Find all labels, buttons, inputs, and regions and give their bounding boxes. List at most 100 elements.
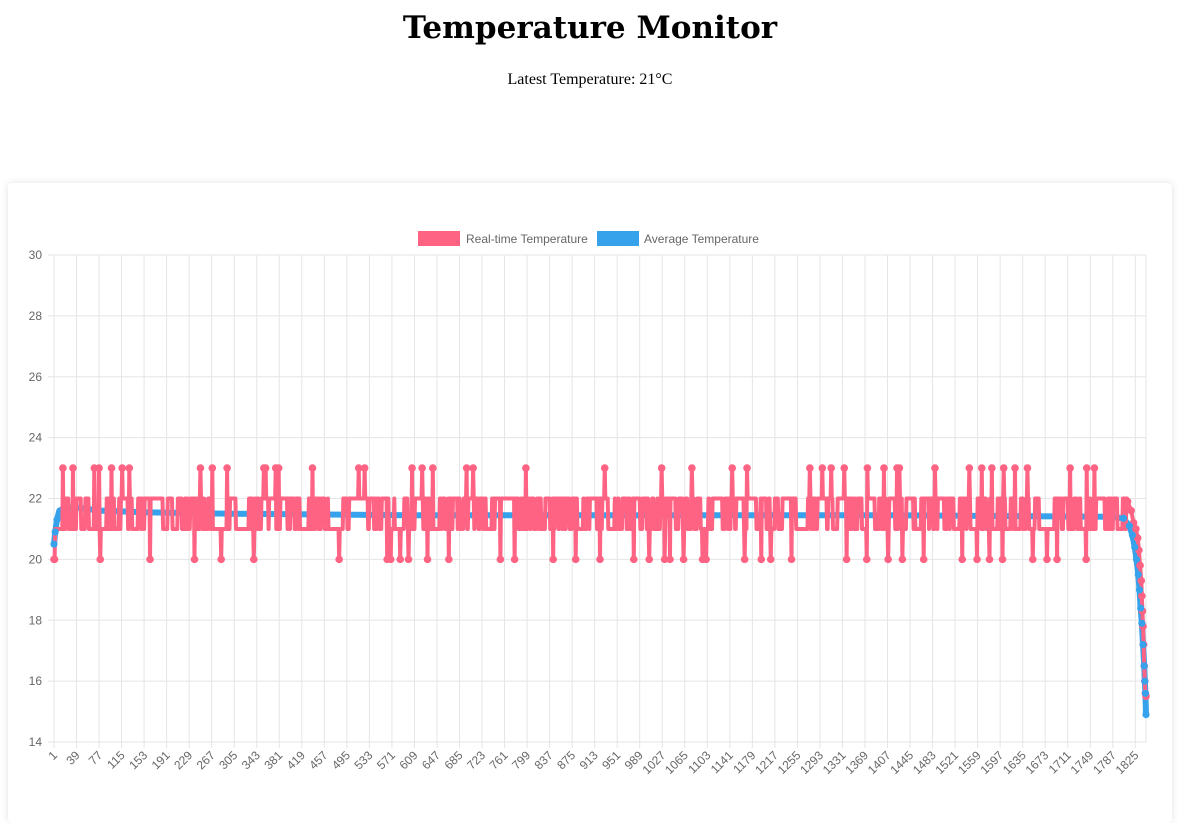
realtime-point (1132, 525, 1140, 533)
x-tick-label: 1635 (1000, 748, 1029, 777)
latest-temperature-value: 21°C (639, 71, 673, 88)
x-tick-label: 1179 (730, 748, 758, 776)
x-tick-label: 1103 (685, 748, 713, 776)
average-point (1138, 619, 1146, 627)
x-tick-label: 77 (86, 748, 106, 768)
average-point (1141, 677, 1149, 685)
realtime-point (880, 464, 888, 472)
realtime-point (657, 464, 666, 472)
realtime-point (898, 555, 907, 564)
x-tick-label: 1369 (842, 748, 871, 777)
x-tick-label: 267 (194, 748, 218, 772)
realtime-point (261, 464, 270, 472)
x-tick-label: 837 (532, 748, 556, 772)
realtime-point (208, 464, 217, 472)
legend-item-realtime[interactable]: Real-time Temperature (418, 231, 588, 246)
x-tick-label: 951 (599, 748, 623, 772)
y-tick-label: 30 (29, 248, 43, 262)
realtime-point (757, 555, 766, 564)
x-tick-label: 1141 (708, 748, 736, 776)
realtime-point (743, 464, 751, 472)
realtime-point (249, 555, 258, 564)
x-tick-label: 39 (63, 748, 83, 768)
realtime-point (396, 555, 405, 564)
x-tick-label: 723 (464, 748, 488, 772)
realtime-point (688, 464, 696, 472)
y-tick-label: 14 (29, 735, 43, 749)
realtime-point (1082, 464, 1091, 472)
realtime-point (840, 464, 849, 472)
realtime-point (1082, 555, 1090, 564)
temperature-chart: 14 16 18 20 22 24 26 28 30 1 39 77 11515319122926730… (29, 231, 1150, 777)
x-tick-label: 1749 (1068, 748, 1097, 777)
average-point (1131, 543, 1139, 551)
y-tick-label: 18 (29, 613, 43, 627)
realtime-point (146, 555, 154, 564)
legend-label: Real-time Temperature (466, 232, 588, 246)
average-point (1128, 531, 1136, 539)
x-tick-label: 647 (419, 748, 443, 772)
realtime-point (1133, 534, 1142, 542)
realtime-point (884, 555, 892, 564)
x-tick-label: 1217 (752, 748, 781, 777)
realtime-point (69, 464, 77, 472)
realtime-point (600, 464, 609, 472)
realtime-point (1023, 464, 1032, 472)
series-line-realtime (52, 466, 1148, 697)
average-point (50, 540, 58, 548)
latest-temperature: Latest Temperature: 21°C (0, 71, 1180, 89)
realtime-point (999, 464, 1008, 472)
legend-item-average[interactable]: Average Temperature (597, 231, 759, 246)
x-tick-label: 1407 (865, 748, 894, 777)
x-tick-label: 457 (306, 748, 330, 772)
realtime-point (842, 555, 851, 564)
realtime-point (666, 555, 674, 564)
realtime-point (787, 555, 796, 564)
x-tick-label: 1065 (662, 748, 691, 777)
x-tick-label: 685 (442, 748, 466, 772)
latest-temperature-label: Latest Temperature: (507, 71, 636, 88)
legend-swatch (597, 231, 639, 246)
x-tick-label: 419 (284, 748, 308, 772)
realtime-point (549, 555, 557, 564)
realtime-point (1138, 592, 1146, 600)
realtime-point (404, 555, 413, 564)
average-point (1137, 604, 1145, 612)
realtime-point (96, 555, 105, 564)
realtime-point (1127, 506, 1135, 515)
realtime-point (445, 555, 453, 564)
x-tick-label: 1027 (640, 748, 669, 777)
average-point (1139, 641, 1147, 649)
realtime-point (958, 555, 967, 564)
realtime-point (702, 555, 710, 564)
average-point (53, 516, 61, 524)
realtime-point (827, 464, 836, 472)
realtime-point (766, 555, 775, 564)
realtime-point (418, 464, 426, 472)
x-tick-label: 1597 (978, 748, 1007, 777)
realtime-point (1137, 576, 1146, 585)
realtime-point (360, 464, 369, 472)
realtime-point (274, 464, 283, 472)
realtime-point (806, 464, 814, 472)
legend-label: Average Temperature (644, 232, 759, 246)
x-tick-label: 1673 (1023, 748, 1052, 777)
x-tick-label: 1711 (1046, 748, 1074, 776)
average-point (1142, 711, 1150, 719)
x-tick-label: 381 (261, 748, 285, 772)
realtime-point (190, 555, 199, 564)
realtime-point (308, 464, 317, 472)
realtime-point (862, 555, 871, 564)
realtime-point (1123, 497, 1132, 506)
realtime-point (408, 464, 416, 472)
x-tick-label: 1445 (887, 748, 916, 777)
realtime-point (510, 555, 519, 564)
y-tick-label: 16 (29, 674, 43, 688)
x-tick-label: 1825 (1113, 748, 1142, 777)
x-tick-label: 913 (577, 748, 601, 772)
legend-swatch (418, 231, 460, 246)
y-tick-label: 24 (29, 431, 43, 445)
x-tick-label: 609 (397, 748, 421, 772)
realtime-point (1053, 555, 1061, 564)
realtime-point (571, 555, 580, 564)
